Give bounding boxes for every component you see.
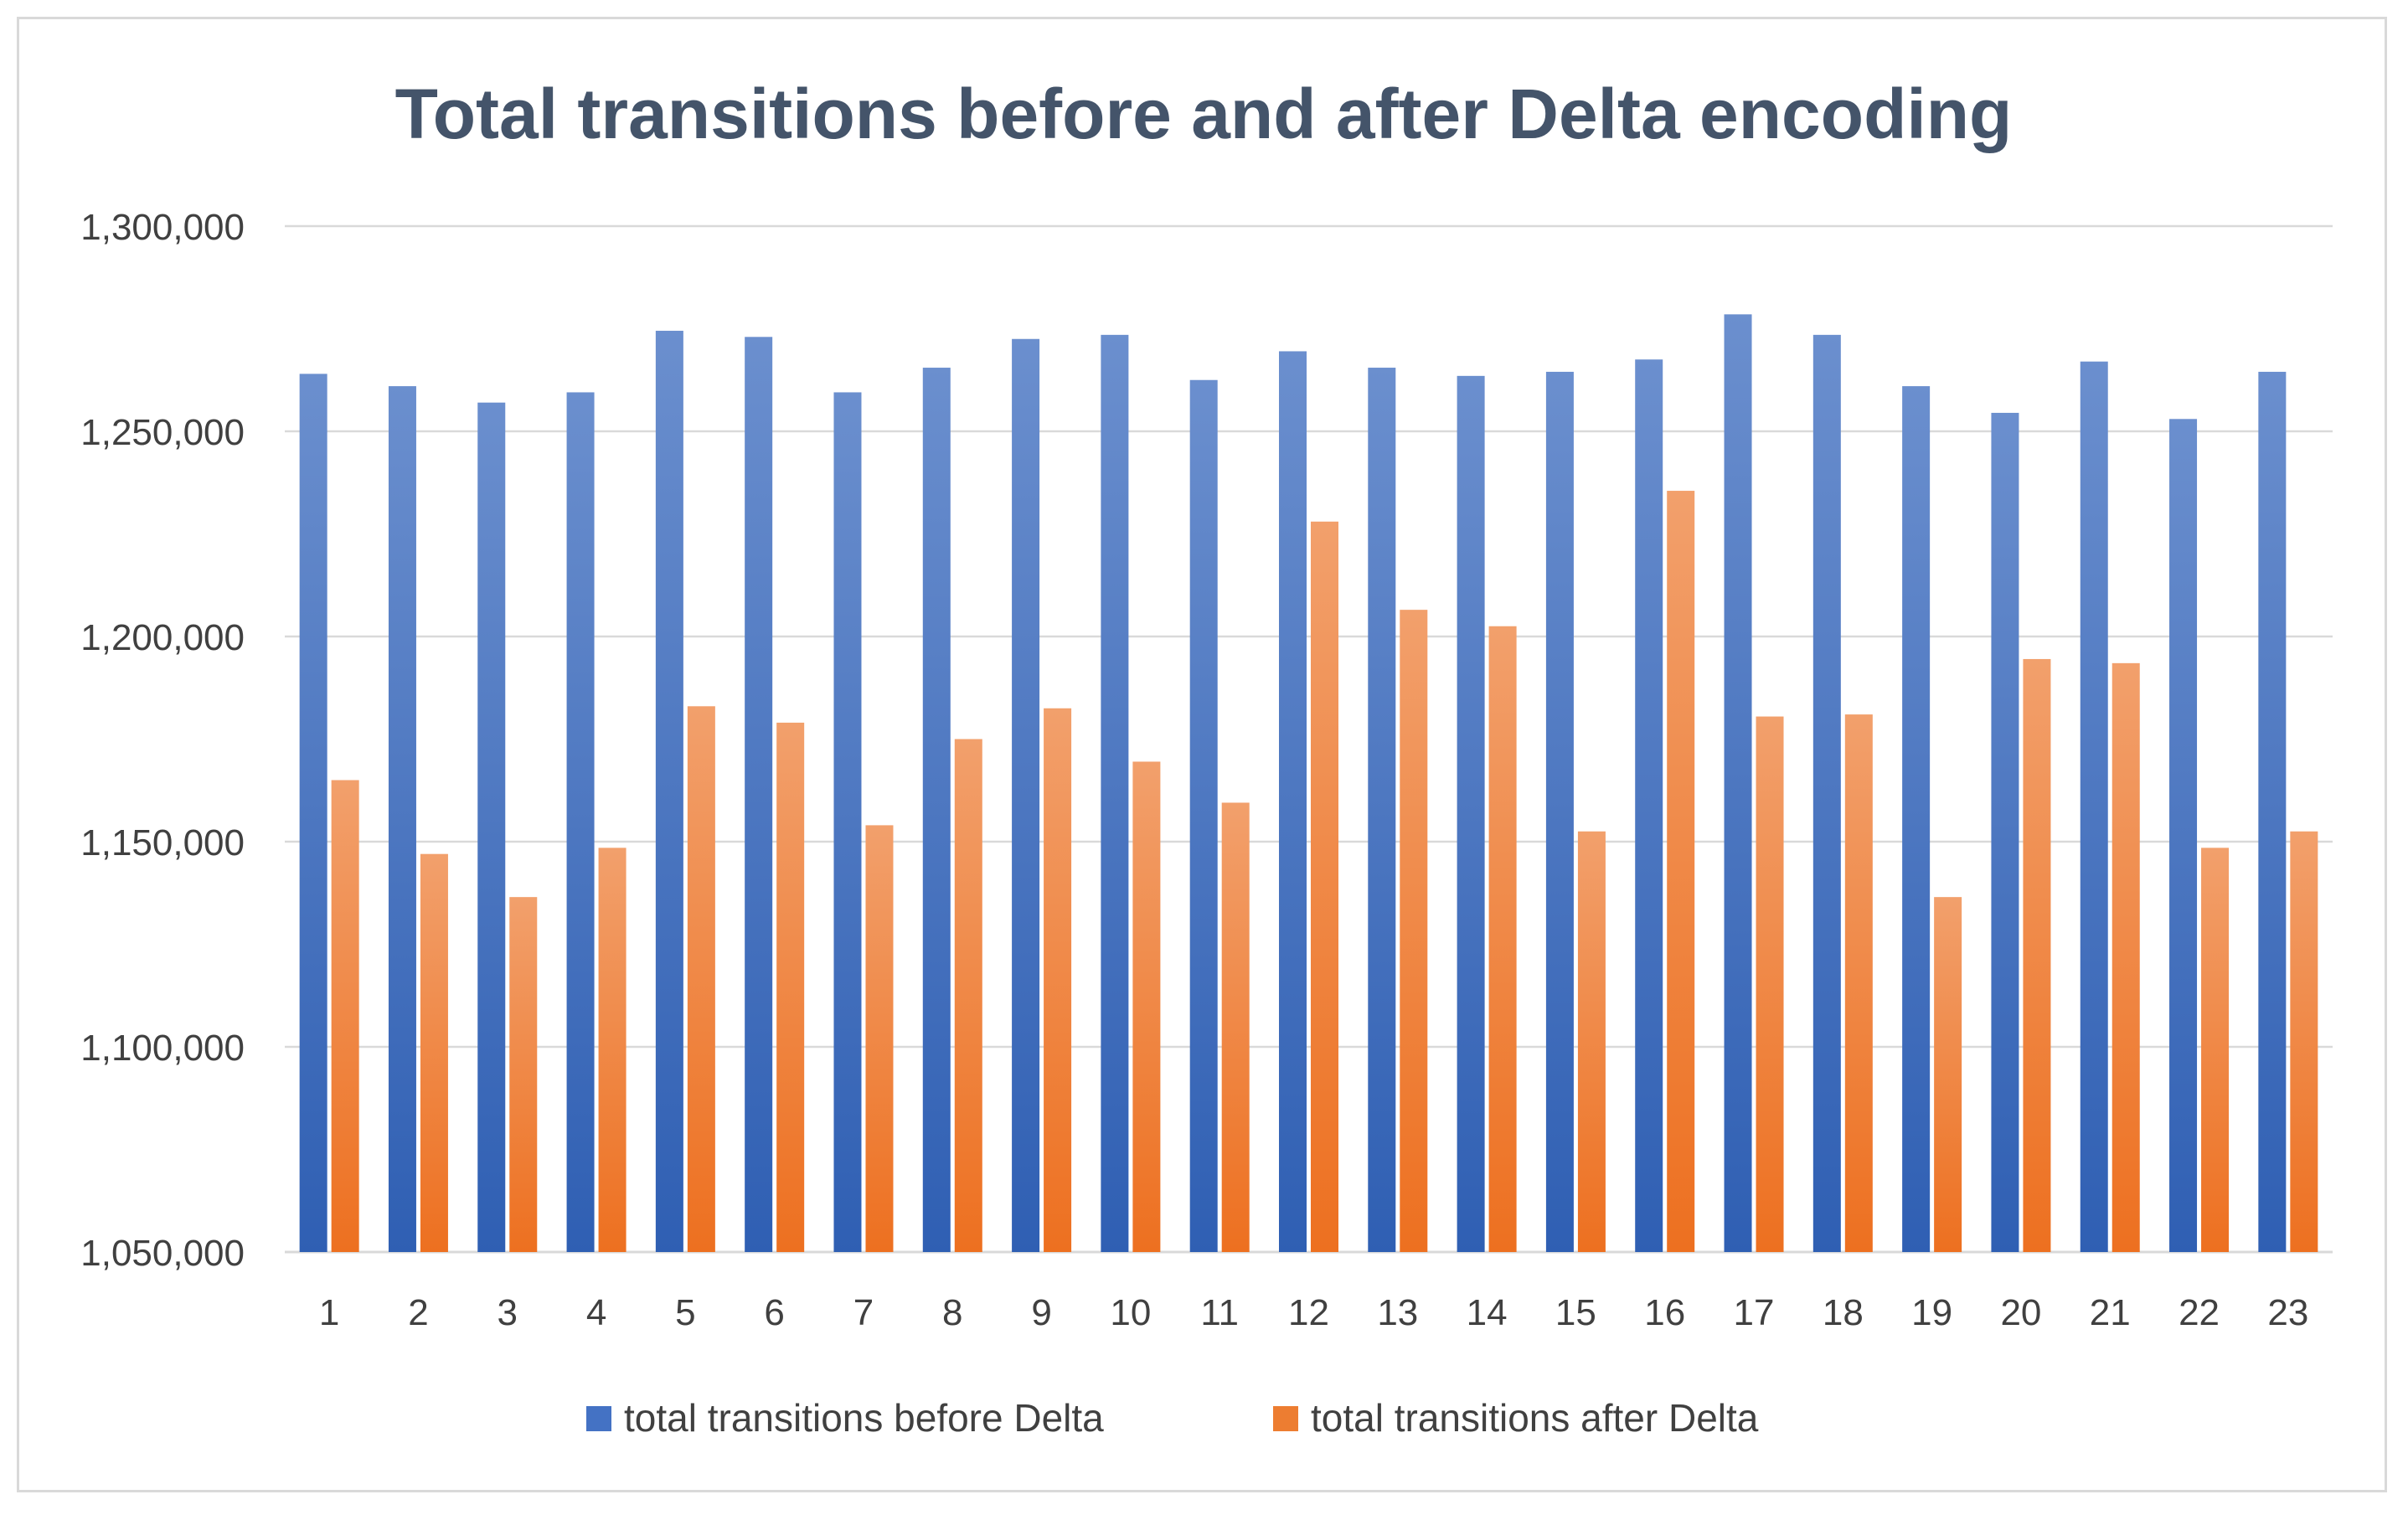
bar-before-delta xyxy=(1101,334,1129,1253)
bar-after-delta xyxy=(1044,708,1072,1252)
x-tick-label: 17 xyxy=(1734,1292,1775,1333)
bar-before-delta xyxy=(388,386,416,1253)
bar-after-delta xyxy=(2112,662,2140,1252)
x-tick-label: 4 xyxy=(586,1292,606,1333)
x-tick-label: 14 xyxy=(1467,1292,1508,1333)
bar-after-delta xyxy=(2290,831,2318,1252)
x-tick-label: 12 xyxy=(1288,1292,1329,1333)
bar-before-delta xyxy=(1545,371,1574,1253)
bar-after-delta xyxy=(865,825,894,1252)
y-tick-label: 1,250,000 xyxy=(80,412,245,453)
bar-after-delta xyxy=(1577,831,1606,1252)
bar-before-delta xyxy=(1368,368,1396,1252)
bar-before-delta xyxy=(745,337,773,1252)
bar-after-delta xyxy=(1756,716,1784,1252)
bar-before-delta xyxy=(922,368,951,1252)
bar-after-delta xyxy=(2023,658,2051,1252)
bar-after-delta xyxy=(1221,802,1250,1252)
bar-before-delta xyxy=(2080,361,2108,1253)
legend-swatch-before xyxy=(586,1406,611,1431)
bar-before-delta xyxy=(477,402,506,1252)
bar-after-delta xyxy=(1934,897,1962,1252)
y-tick-label: 1,200,000 xyxy=(80,617,245,658)
bar-before-delta xyxy=(1812,334,1841,1253)
x-tick-label: 8 xyxy=(942,1292,962,1333)
bar-before-delta xyxy=(2169,419,2198,1252)
x-tick-label: 13 xyxy=(1377,1292,1418,1333)
bar-after-delta xyxy=(1400,610,1428,1252)
bar-after-delta xyxy=(598,848,626,1252)
x-tick-label: 10 xyxy=(1110,1292,1151,1333)
bar-after-delta xyxy=(1844,714,1873,1252)
x-tick-label: 11 xyxy=(1200,1292,1239,1333)
y-tick-label: 1,050,000 xyxy=(80,1233,245,1274)
bar-before-delta xyxy=(299,374,327,1252)
x-tick-label: 18 xyxy=(1823,1292,1864,1333)
bar-before-delta xyxy=(1457,375,1485,1253)
legend-label-before: total transitions before Delta xyxy=(624,1396,1104,1440)
bar-before-delta xyxy=(1902,386,1931,1253)
x-tick-label: 23 xyxy=(2267,1292,2308,1333)
bar-before-delta xyxy=(833,392,862,1253)
bar-after-delta xyxy=(1311,521,1338,1252)
bar-before-delta xyxy=(1012,338,1040,1252)
bar-before-delta xyxy=(1635,359,1663,1252)
chart-title: Total transitions before and after Delta… xyxy=(395,75,2013,153)
x-tick-label: 22 xyxy=(2179,1292,2220,1333)
y-tick-label: 1,150,000 xyxy=(80,822,245,863)
x-tick-label: 19 xyxy=(1911,1292,1952,1333)
x-tick-label: 20 xyxy=(2000,1292,2041,1333)
bar-before-delta xyxy=(1724,314,1752,1253)
bar-after-delta xyxy=(420,853,448,1252)
x-tick-label: 21 xyxy=(2090,1292,2131,1333)
x-tick-label: 15 xyxy=(1555,1292,1596,1333)
bar-after-delta xyxy=(776,722,805,1252)
bar-before-delta xyxy=(1991,412,2019,1252)
x-tick-label: 7 xyxy=(853,1292,874,1333)
bar-before-delta xyxy=(655,330,683,1253)
x-tick-label: 2 xyxy=(408,1292,428,1333)
x-tick-label: 6 xyxy=(764,1292,784,1333)
bar-after-delta xyxy=(687,706,715,1252)
bar-after-delta xyxy=(1488,626,1517,1252)
bar-before-delta xyxy=(2258,371,2287,1253)
bar-before-delta xyxy=(1189,379,1218,1252)
bar-after-delta xyxy=(509,897,538,1252)
y-tick-label: 1,300,000 xyxy=(80,207,245,248)
bar-after-delta xyxy=(1667,491,1695,1252)
bar-before-delta xyxy=(1279,351,1307,1253)
legend-swatch-after xyxy=(1273,1406,1298,1431)
bar-before-delta xyxy=(566,392,595,1253)
legend-label-after: total transitions after Delta xyxy=(1311,1396,1759,1440)
x-tick-label: 3 xyxy=(498,1292,518,1333)
y-tick-label: 1,100,000 xyxy=(80,1028,245,1069)
bar-after-delta xyxy=(954,739,982,1252)
x-tick-label: 1 xyxy=(319,1292,339,1333)
x-tick-label: 5 xyxy=(675,1292,695,1333)
bar-after-delta xyxy=(1132,761,1161,1252)
bar-after-delta xyxy=(331,780,359,1252)
bar-after-delta xyxy=(2201,848,2230,1252)
x-tick-label: 9 xyxy=(1031,1292,1051,1333)
x-tick-label: 16 xyxy=(1644,1292,1685,1333)
